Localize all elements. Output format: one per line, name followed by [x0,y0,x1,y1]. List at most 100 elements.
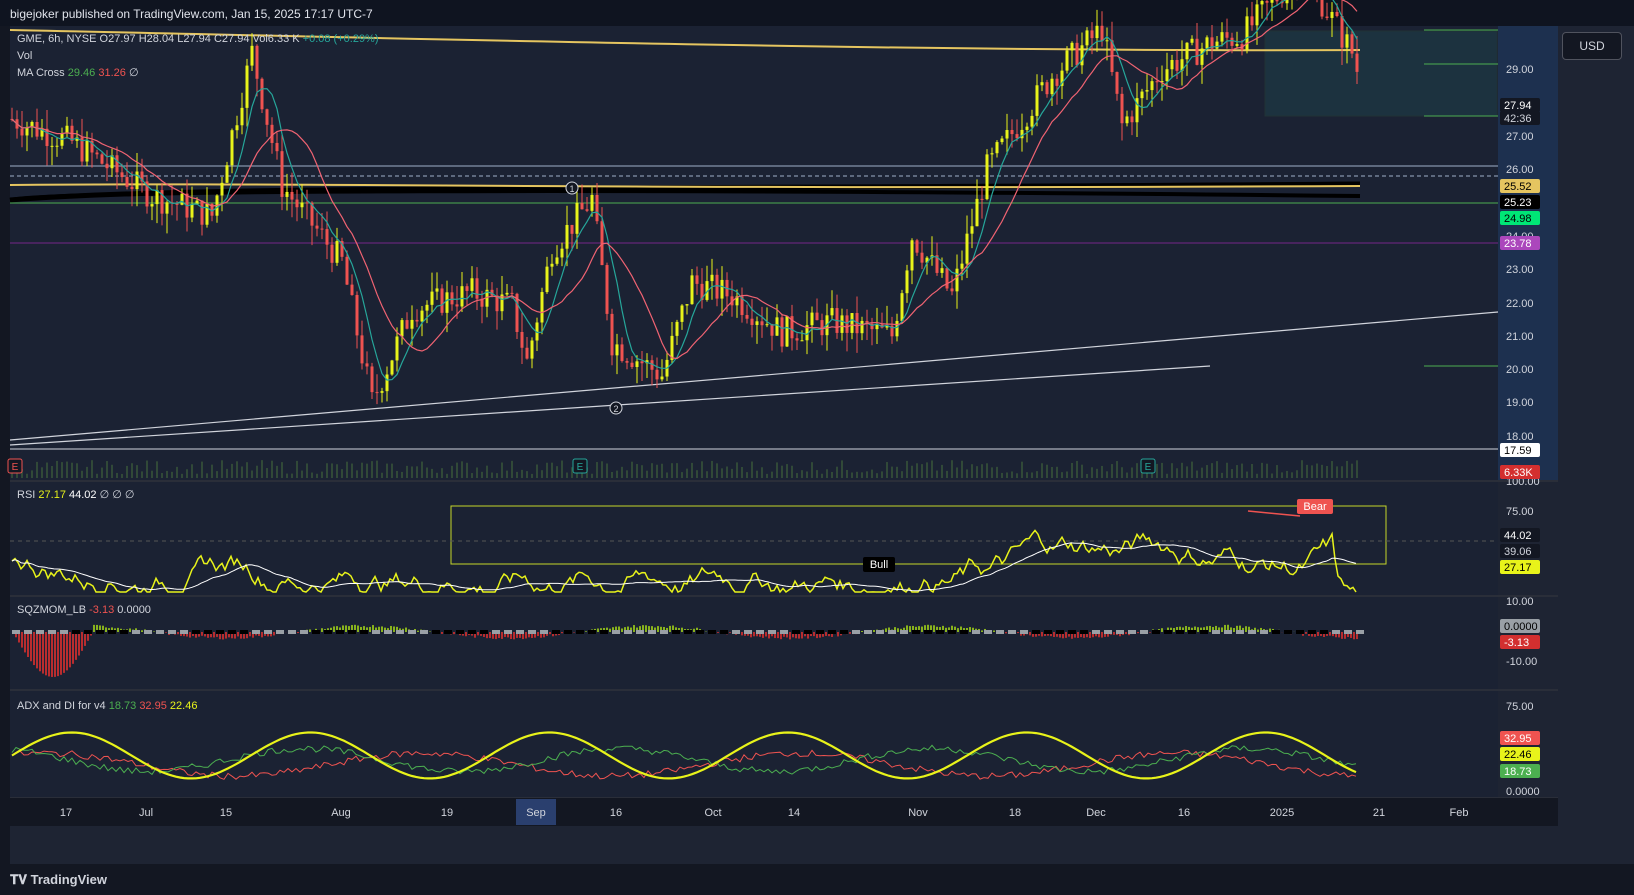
candle-body[interactable] [1325,16,1329,18]
candle-body[interactable] [750,318,754,325]
candle-body[interactable] [80,137,84,162]
candle-body[interactable] [615,344,619,356]
candle-body[interactable] [125,177,129,187]
candle-body[interactable] [460,286,464,307]
adx-line[interactable] [11,731,1357,780]
candle-body[interactable] [715,274,719,299]
candle-body[interactable] [790,316,794,339]
candle-body[interactable] [220,182,224,196]
candle-body[interactable] [250,45,254,66]
candle-body[interactable] [1320,0,1324,17]
candle-body[interactable] [920,252,924,263]
candle-body[interactable] [670,335,674,360]
candle-body[interactable] [985,154,989,200]
candle-body[interactable] [870,323,874,330]
candle-body[interactable] [345,256,349,285]
candle-body[interactable] [1180,59,1184,71]
candle-body[interactable] [295,199,299,208]
sqz-legend[interactable]: SQZMOM_LB -3.13 0.0000 [17,604,151,616]
candle-body[interactable] [1155,81,1159,83]
candle-body[interactable] [90,140,94,153]
candle-body[interactable] [895,320,899,337]
candle-body[interactable] [570,224,574,234]
candle-body[interactable] [705,281,709,300]
candle-body[interactable] [490,289,494,296]
candle-body[interactable] [815,312,819,321]
candle-body[interactable] [155,190,159,205]
candle-body[interactable] [950,288,954,292]
ma-cross-slow[interactable] [11,0,1358,360]
tradingview-logo[interactable]: 𝐓𝐕 TradingView [10,864,107,895]
candle-body[interactable] [625,361,629,363]
candle-body[interactable] [35,122,39,137]
candle-body[interactable] [1340,16,1344,48]
candle-body[interactable] [1095,25,1099,39]
long-ma-yellow-upper[interactable] [9,29,1361,52]
candle-body[interactable] [235,125,239,131]
candle-body[interactable] [1125,116,1129,124]
bear-divergence-line[interactable] [1247,510,1301,517]
candle-body[interactable] [350,284,354,295]
candle-body[interactable] [115,155,119,173]
candle-body[interactable] [805,325,809,341]
candle-body[interactable] [1260,1,1264,5]
candle-body[interactable] [165,202,169,214]
earnings-marker[interactable] [7,458,23,474]
candle-body[interactable] [340,241,344,257]
candle-body[interactable] [1035,85,1039,116]
candle-body[interactable] [315,225,319,229]
candle-body[interactable] [145,181,149,207]
candle-body[interactable] [95,152,99,155]
candle-body[interactable] [675,321,679,336]
candle-body[interactable] [1045,82,1049,95]
candle-body[interactable] [1350,34,1354,54]
candle-body[interactable] [690,275,694,305]
candle-body[interactable] [160,190,164,214]
candle-body[interactable] [1150,81,1154,91]
candle-body[interactable] [130,186,134,190]
candle-body[interactable] [455,304,459,307]
candle-body[interactable] [475,278,479,299]
candle-body[interactable] [840,315,844,333]
candle-body[interactable] [545,266,549,293]
candle-body[interactable] [655,369,659,380]
candle-body[interactable] [905,270,909,294]
candle-body[interactable] [1185,42,1189,60]
macross-legend[interactable]: MA Cross 29.46 31.26 ∅ [17,66,139,79]
candle-body[interactable] [385,374,389,392]
candle-body[interactable] [620,344,624,362]
candle-body[interactable] [765,324,769,326]
candle-body[interactable] [75,137,79,141]
candle-body[interactable] [1175,60,1179,71]
earnings-marker[interactable] [1140,458,1156,474]
candle-body[interactable] [700,283,704,300]
rsi-line[interactable] [11,529,1357,594]
candle-body[interactable] [1165,69,1169,82]
candle-body[interactable] [1050,78,1054,95]
candle-body[interactable] [395,336,399,361]
candle-body[interactable] [280,151,284,197]
candle-body[interactable] [210,203,214,216]
candle-body[interactable] [745,315,749,319]
candle-body[interactable] [560,248,564,258]
candle-body[interactable] [150,204,154,207]
candle-body[interactable] [1130,116,1134,123]
candle-body[interactable] [45,128,49,147]
candle-body[interactable] [520,331,524,348]
candle-body[interactable] [510,292,514,294]
candle-body[interactable] [205,203,209,225]
candle-body[interactable] [885,325,889,328]
candle-body[interactable] [440,288,444,313]
candle-body[interactable] [355,294,359,336]
candle-body[interactable] [240,107,244,126]
candle-body[interactable] [420,310,424,322]
candle-body[interactable] [1020,129,1024,139]
candle-body[interactable] [330,244,334,263]
candle-body[interactable] [1030,115,1034,127]
candle-body[interactable] [1145,90,1149,92]
candle-body[interactable] [1040,82,1044,86]
candle-body[interactable] [795,338,799,341]
candle-body[interactable] [365,363,369,367]
candle-body[interactable] [645,360,649,364]
earnings-marker[interactable] [572,458,588,474]
